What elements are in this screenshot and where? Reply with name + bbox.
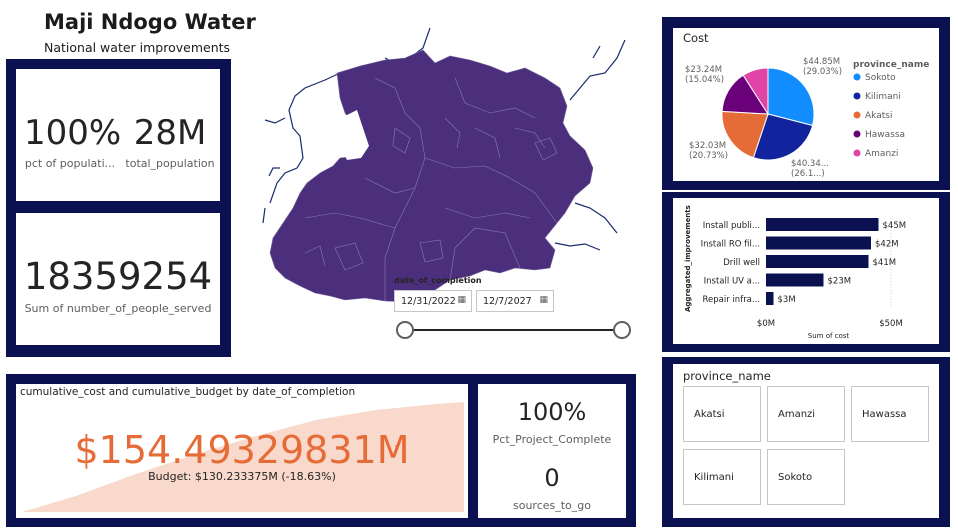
x-axis-title: Sum of cost: [808, 332, 850, 340]
province-slicer: province_name Akatsi Amanzi Hawassa Kili…: [673, 364, 939, 518]
cost-chart-title: Cost: [683, 31, 709, 45]
pie-data-label: $40.34...: [791, 159, 829, 169]
pie-slice-amanzi[interactable]: [742, 67, 769, 116]
map-land: [269, 49, 594, 303]
improvements-bar-card[interactable]: Aggregated_improvements Install publi... $…: [673, 198, 939, 344]
map-lake: [337, 110, 369, 160]
date-start-value: 12/31/2022: [401, 295, 456, 307]
map-borders: [304, 77, 558, 301]
province-tile-akatsi[interactable]: Akatsi: [683, 386, 761, 442]
sources-to-go-value: 0: [544, 464, 560, 492]
page-subtitle: National water improvements: [44, 40, 231, 55]
legend-marker: [853, 73, 861, 81]
pie-data-pct: (26.1...): [791, 169, 825, 179]
page-title: Maji Ndogo Water: [44, 10, 256, 34]
improvements-bar-chart: Aggregated_improvements Install publi... $…: [684, 205, 907, 340]
bar-value-label: $42M: [875, 240, 899, 250]
cumulative-title: cumulative_cost and cumulative_budget by…: [20, 386, 356, 398]
date-range-end-handle[interactable]: [613, 321, 631, 339]
date-range-track[interactable]: [404, 329, 622, 331]
date-end-value: 12/7/2027: [483, 295, 532, 307]
bar-value-label: $23M: [828, 277, 852, 287]
cumulative-card[interactable]: cumulative_cost and cumulative_budget by…: [16, 384, 468, 518]
legend-item-amanzi[interactable]: Amanzi: [865, 149, 898, 159]
bar-category-label: Install publi...: [703, 221, 760, 231]
province-tile-hawassa[interactable]: Hawassa: [851, 386, 929, 442]
people-served-value: 18359254: [23, 255, 213, 298]
legend-item-sokoto[interactable]: Sokoto: [865, 73, 896, 83]
sources-to-go-label: sources_to_go: [512, 499, 591, 512]
bar-value-label: $41M: [873, 258, 897, 268]
pie-data-label: $44.85M: [803, 57, 840, 67]
province-tile-amanzi[interactable]: Amanzi: [767, 386, 845, 442]
legend-item-kilimani[interactable]: Kilimani: [865, 92, 901, 102]
date-start-input[interactable]: 12/31/2022 ▦: [394, 290, 472, 312]
x-tick-label: $0M: [757, 319, 775, 329]
date-end-input[interactable]: 12/7/2027 ▦: [476, 290, 554, 312]
province-tile-kilimani[interactable]: Kilimani: [683, 449, 761, 505]
legend-marker: [853, 111, 861, 119]
bar-3[interactable]: [766, 273, 824, 287]
cost-pie-card[interactable]: Cost $44.85M (29.03%) $40.34... (26.1...) $3…: [673, 28, 939, 181]
total-population-value: 28M: [133, 113, 207, 153]
legend-marker: [853, 149, 861, 157]
budget-label: Budget: $130.233375M (-18.63%): [148, 470, 336, 483]
bar-0[interactable]: [766, 218, 879, 231]
cumulative-area: [22, 402, 464, 512]
y-axis-title: Aggregated_improvements: [684, 205, 692, 312]
pie-slice-kilimani[interactable]: [752, 113, 814, 161]
calendar-icon[interactable]: ▦: [457, 295, 466, 305]
bar-2[interactable]: [766, 255, 869, 268]
pie-data-pct: (29.03%): [803, 67, 842, 77]
pie-data-label: $23.24M: [685, 65, 722, 75]
pct-project-complete-value: 100%: [517, 398, 587, 426]
legend-marker: [853, 92, 861, 100]
pie-data-pct: (20.73%): [689, 151, 728, 161]
bar-category-label: Install UV a...: [704, 277, 760, 287]
cumulative-value: $154.49329831M: [74, 428, 410, 472]
pie-slice-sokoto[interactable]: [767, 67, 815, 127]
legend-item-hawassa[interactable]: Hawassa: [865, 130, 905, 140]
legend-title: province_name: [853, 60, 929, 70]
pie-slice-akatsi[interactable]: [721, 110, 769, 159]
bar-category-label: Drill well: [723, 258, 760, 268]
bar-4[interactable]: [766, 292, 774, 305]
cost-pie-chart: $44.85M(29.03%) $40.34...(26.1...) $32.03M…: [685, 57, 929, 179]
warning-icon: !: [394, 444, 399, 455]
pie-data-label: $32.03M: [689, 141, 726, 151]
total-population-label: total_population: [125, 157, 215, 170]
bar-value-label: $3M: [778, 295, 796, 305]
bar-1[interactable]: [766, 236, 871, 250]
calendar-icon[interactable]: ▦: [539, 295, 548, 305]
date-slicer-label: date_of_completion: [394, 276, 482, 285]
province-map[interactable]: [245, 18, 640, 318]
pct-population-label: pct of populati...: [24, 157, 116, 170]
pct-project-complete-label: Pct_Project_Complete: [492, 433, 612, 446]
people-served-label: Sum of number_of_people_served: [24, 302, 212, 315]
bar-category-label: Repair infra...: [703, 295, 760, 305]
province-slicer-label: province_name: [683, 369, 771, 383]
project-kpi-card[interactable]: 100% Pct_Project_Complete 0 sources_to_g…: [478, 384, 626, 518]
kpi-card-people-served[interactable]: 18359254 Sum of number_of_people_served: [16, 213, 220, 345]
province-tile-sokoto[interactable]: Sokoto: [767, 449, 845, 505]
date-slicer: date_of_completion 12/31/2022 ▦ 12/7/202…: [394, 276, 644, 348]
x-tick-label: $50M: [879, 319, 903, 329]
map-svg: [262, 27, 626, 303]
kpi-card-population[interactable]: 100% pct of populati... 28M total_popula…: [16, 69, 220, 201]
date-range-start-handle[interactable]: [396, 321, 414, 339]
bar-category-label: Install RO fil...: [701, 240, 760, 250]
bar-value-label: $45M: [883, 221, 907, 231]
pie-data-pct: (15.04%): [685, 75, 724, 85]
legend-item-akatsi[interactable]: Akatsi: [865, 111, 892, 121]
river-lines: [262, 27, 626, 251]
pct-population-value: 100%: [24, 113, 122, 153]
legend-marker: [853, 130, 861, 138]
